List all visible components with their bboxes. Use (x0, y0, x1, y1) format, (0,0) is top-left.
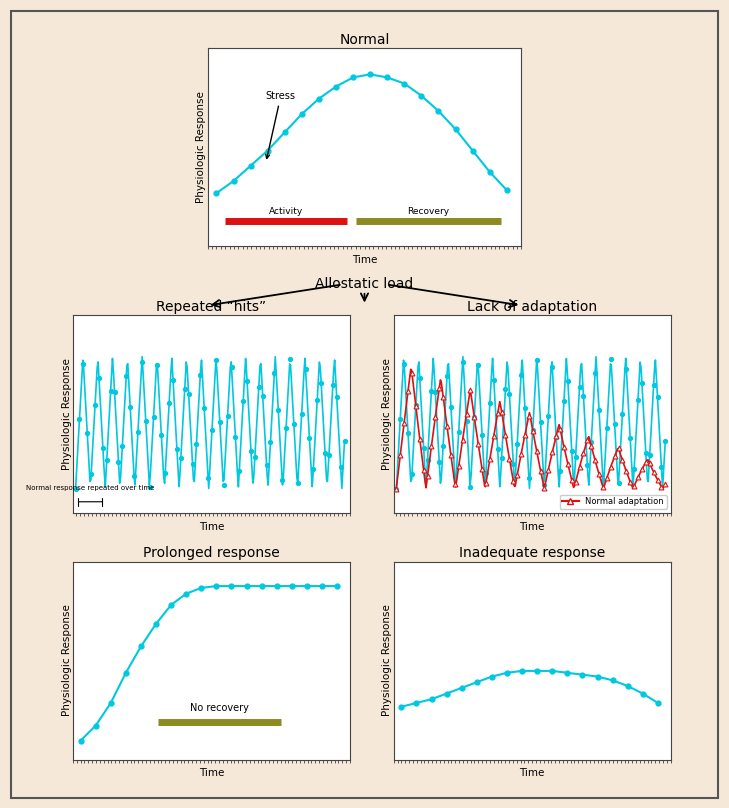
X-axis label: Time: Time (199, 522, 224, 532)
Text: Stress: Stress (265, 90, 296, 158)
Text: Allostatic load: Allostatic load (316, 277, 413, 292)
Text: No recovery: No recovery (190, 702, 249, 713)
Title: Repeated “hits”: Repeated “hits” (156, 300, 267, 314)
X-axis label: Time: Time (520, 522, 545, 532)
Text: Activity: Activity (269, 208, 303, 217)
Y-axis label: Physiologic Response: Physiologic Response (382, 358, 392, 470)
Y-axis label: Physiologic Response: Physiologic Response (61, 358, 71, 470)
Title: Prolonged response: Prolonged response (143, 546, 280, 561)
Title: Normal: Normal (339, 33, 390, 48)
Y-axis label: Physiologic Response: Physiologic Response (196, 91, 206, 204)
Text: Normal response repeated over time: Normal response repeated over time (26, 486, 155, 491)
X-axis label: Time: Time (520, 768, 545, 778)
Y-axis label: Physiologic Response: Physiologic Response (61, 604, 71, 717)
Title: Inadequate response: Inadequate response (459, 546, 605, 561)
X-axis label: Time: Time (199, 768, 224, 778)
Title: Lack of adaptation: Lack of adaptation (467, 300, 597, 314)
X-axis label: Time: Time (352, 255, 377, 265)
Legend: Normal adaptation: Normal adaptation (560, 495, 666, 509)
Y-axis label: Physiologic Response: Physiologic Response (382, 604, 392, 717)
Text: Recovery: Recovery (408, 208, 449, 217)
